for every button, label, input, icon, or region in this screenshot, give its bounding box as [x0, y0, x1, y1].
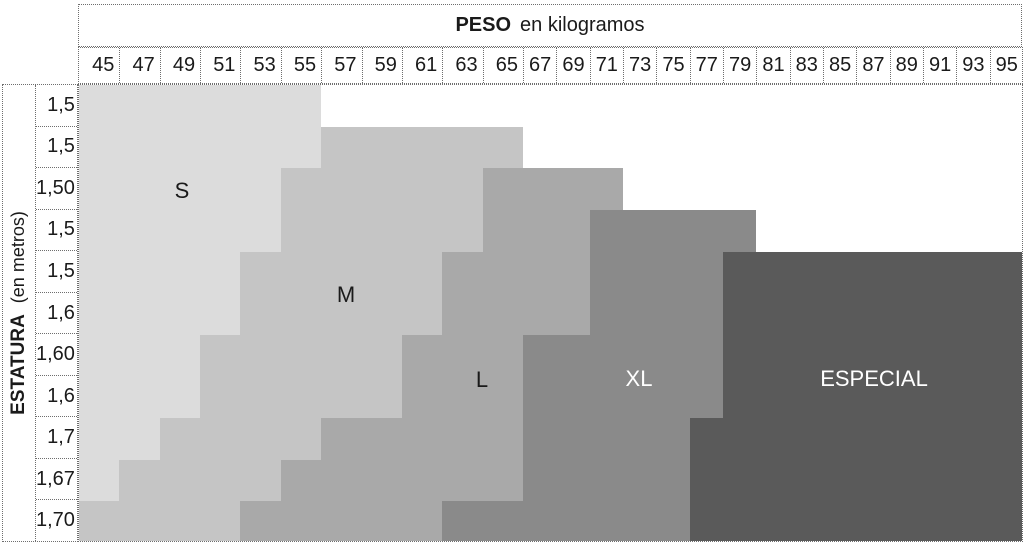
x-axis-tick: 67	[522, 48, 556, 83]
x-axis-title: PESO en kilogramos	[78, 4, 1022, 47]
size-region-xl	[589, 209, 757, 252]
size-label-l: L	[475, 367, 489, 392]
x-axis-tick: 69	[556, 48, 589, 83]
size-region-especial	[722, 251, 1022, 419]
size-region-s	[79, 251, 241, 335]
size-region-m	[240, 251, 443, 335]
size-region-s	[79, 418, 160, 460]
y-axis-tick: 1,5	[36, 250, 81, 292]
x-axis-ticks-row: 45 47 49 51 53 55 57 59 61 63 65 67 69 71 73 75 77 79 81 83…	[78, 47, 1023, 84]
y-axis-ticks-column: 1,5 1,5 1,50 1,5 1,5 1,6 1,60 1,6 1,7 1,67 1,70	[36, 85, 81, 541]
size-region-xl	[522, 418, 690, 502]
size-label-m: M	[336, 282, 356, 307]
x-axis-tick: 91	[922, 48, 956, 83]
x-axis-tick: 87	[856, 48, 889, 83]
x-axis-tick: 49	[159, 48, 200, 83]
y-axis-title: ESTATURA (en metros)	[8, 211, 30, 415]
size-region-s	[79, 459, 120, 502]
size-region-m	[119, 459, 281, 502]
y-axis-tick: 1,7	[36, 416, 81, 458]
size-chart-grid: S M L XL ESPECIAL	[78, 84, 1023, 542]
x-axis-tick: 51	[200, 48, 240, 83]
size-region-l	[321, 418, 523, 460]
x-axis-tick: 77	[689, 48, 723, 83]
size-region-l	[240, 501, 443, 541]
size-region-m	[159, 418, 322, 460]
size-region-l	[482, 209, 590, 252]
size-region-l	[280, 459, 523, 502]
x-axis-tick: 89	[889, 48, 923, 83]
size-label-especial: ESPECIAL	[820, 366, 928, 391]
size-region-xl	[522, 334, 723, 419]
x-axis-tick: 61	[401, 48, 442, 83]
y-axis-tick: 1,6	[36, 374, 81, 417]
y-axis-tick: 1,50	[36, 167, 81, 209]
x-axis-tick: 93	[956, 48, 989, 83]
y-axis-tick: 1,5	[36, 208, 81, 251]
x-axis-tick: 47	[119, 48, 159, 83]
y-axis-tick: 1,5	[36, 125, 81, 168]
size-region-especial	[689, 418, 1022, 541]
size-region-m	[321, 126, 523, 169]
y-axis-column: ESTATURA (en metros) 1,5 1,5 1,50 1,5 1,5 1,6…	[2, 84, 81, 542]
y-axis-tick: 1,6	[36, 291, 81, 334]
x-axis-tick: 71	[589, 48, 623, 83]
x-axis-tick: 59	[361, 48, 402, 83]
y-axis-title-rest: (en metros)	[8, 211, 28, 304]
size-region-s	[79, 85, 322, 169]
x-axis-tick: 45	[92, 54, 115, 76]
y-axis-title-bold: ESTATURA	[8, 314, 29, 415]
size-region-xl	[442, 501, 690, 541]
size-region-xl	[589, 251, 723, 335]
size-region-s	[79, 168, 281, 252]
x-axis-tick: 55	[280, 48, 321, 83]
size-region-m	[280, 168, 483, 252]
size-label-s: S	[174, 178, 190, 203]
size-region-s	[79, 334, 201, 419]
x-axis-tick: 75	[656, 48, 689, 83]
size-region-l	[401, 334, 523, 419]
size-region-l	[482, 168, 623, 210]
x-axis-title-bold: PESO	[455, 14, 512, 36]
size-region-l	[442, 251, 590, 335]
x-axis-tick: 73	[622, 48, 656, 83]
x-axis-tick: 57	[321, 48, 361, 83]
y-axis-tick: 1,67	[36, 457, 81, 500]
x-axis-tick: 95	[989, 48, 1022, 83]
x-axis-tick: 85	[822, 48, 856, 83]
y-axis-tick: 1,60	[36, 333, 81, 375]
x-axis-tick: 65	[482, 48, 523, 83]
x-axis-tick: 83	[789, 48, 823, 83]
y-axis-tick: 1,70	[36, 499, 81, 541]
x-axis-title-rest: en kilogramos	[520, 14, 645, 36]
y-axis-title-cell: ESTATURA (en metros)	[3, 85, 36, 541]
x-axis-tick: 63	[442, 48, 482, 83]
y-axis-tick: 1,5	[47, 93, 75, 116]
x-axis-tick: 53	[240, 48, 280, 83]
size-region-m	[200, 334, 402, 419]
size-region-m	[79, 501, 241, 541]
x-axis-tick: 79	[722, 48, 756, 83]
size-label-xl: XL	[625, 366, 653, 391]
x-axis-tick: 81	[756, 48, 789, 83]
